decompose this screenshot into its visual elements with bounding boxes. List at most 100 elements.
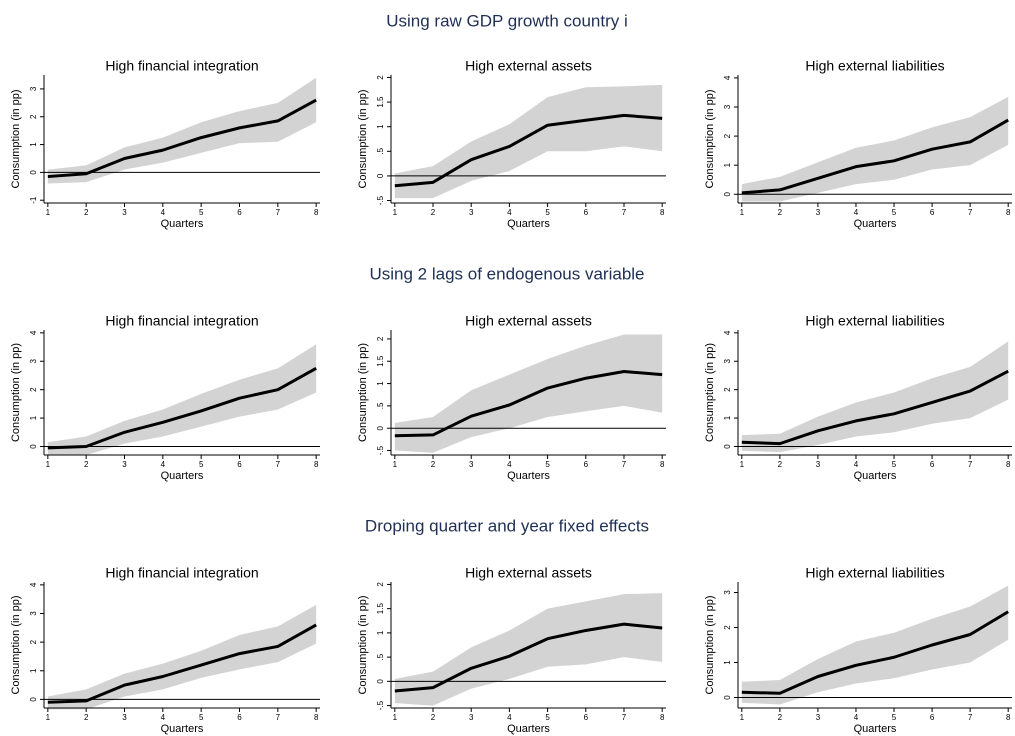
x-axis-label: Quarters [507,470,550,482]
panel-title: High financial integration [105,313,258,329]
panel-title: High financial integration [105,565,258,581]
x-tick-label: 2 [778,460,783,469]
x-tick-label: 5 [199,460,204,469]
y-tick-label: -.5 [376,445,385,455]
y-tick-label: .5 [376,653,385,660]
y-tick-label: 2 [723,133,732,138]
x-axis-label: Quarters [854,470,897,482]
y-tick-label: 1.5 [376,355,385,367]
section-title: Droping quarter and year fixed effects [365,516,649,535]
y-axis-label: Consumption (in pp) [704,343,716,442]
y-axis-label: Consumption (in pp) [704,595,716,694]
y-tick-label: 2 [29,114,38,119]
y-tick-label: 4 [29,330,38,335]
x-tick-label: 6 [584,460,589,469]
x-tick-label: 1 [393,460,398,469]
y-tick-label: 3 [723,358,732,363]
x-tick-label: 5 [545,713,550,722]
x-tick-label: 3 [816,208,821,217]
x-tick-label: 5 [545,208,550,217]
y-tick-label: 0 [29,444,38,449]
x-tick-label: 3 [816,460,821,469]
y-tick-label: 0 [723,191,732,196]
x-tick-label: 7 [968,460,973,469]
y-tick-label: 1 [29,415,38,420]
x-tick-label: 3 [122,208,127,217]
x-tick-label: 4 [507,208,512,217]
x-tick-label: 4 [854,208,859,217]
confidence-band [741,96,1009,202]
x-tick-label: 3 [469,713,474,722]
x-tick-label: 5 [892,208,897,217]
y-tick-label: 1 [376,630,385,635]
x-tick-label: 4 [161,460,166,469]
panel-title: High external liabilities [805,58,944,74]
y-tick-label: 2 [723,625,732,630]
x-tick-label: 6 [930,460,935,469]
y-tick-label: 0 [376,173,385,178]
x-tick-label: 7 [968,713,973,722]
y-tick-label: 3 [29,611,38,616]
x-tick-label: 8 [1006,713,1011,722]
x-tick-label: 4 [507,460,512,469]
x-tick-label: 2 [84,713,89,722]
y-tick-label: 3 [29,86,38,91]
y-tick-label: 3 [29,358,38,363]
y-tick-label: 1 [723,660,732,665]
x-tick-label: 1 [46,460,51,469]
y-tick-label: 2 [376,75,385,80]
y-tick-label: 1 [376,381,385,386]
line [394,622,663,693]
y-tick-label: 0 [723,695,732,700]
line [47,623,317,704]
y-tick-label: 0 [29,170,38,175]
x-axis-label: Quarters [854,218,897,230]
panel-title: High financial integration [105,58,258,74]
x-tick-label: 3 [469,208,474,217]
y-axis-label: Consumption (in pp) [704,89,716,188]
confidence-band [47,77,317,184]
x-axis-label: Quarters [507,218,550,230]
line [394,370,663,438]
x-tick-label: 2 [431,713,436,722]
x-axis-label: Quarters [161,218,204,230]
x-tick-label: 4 [161,713,166,722]
x-tick-label: 5 [892,460,897,469]
x-tick-label: 4 [854,713,859,722]
confidence-band [47,344,317,455]
x-tick-label: 1 [393,713,398,722]
x-tick-label: 5 [199,208,204,217]
y-tick-label: 0 [376,425,385,430]
y-axis-label: Consumption (in pp) [357,343,369,442]
x-tick-label: 1 [46,208,51,217]
x-tick-label: 5 [545,460,550,469]
x-tick-label: 6 [237,713,242,722]
x-tick-label: 1 [393,208,398,217]
x-tick-label: 8 [660,208,665,217]
y-tick-label: -.5 [376,700,385,710]
x-tick-label: 2 [778,208,783,217]
y-tick-label: 4 [29,582,38,587]
y-tick-label: 3 [723,104,732,109]
x-tick-label: 3 [122,713,127,722]
y-axis-label: Consumption (in pp) [10,595,22,694]
y-tick-label: 1 [723,415,732,420]
y-tick-label: 1 [376,124,385,129]
y-tick-label: 1 [29,142,38,147]
x-tick-label: 7 [622,713,627,722]
x-tick-label: 6 [930,713,935,722]
x-axis-label: Quarters [161,470,204,482]
panel-title: High external assets [465,565,592,581]
y-axis-label: Consumption (in pp) [10,343,22,442]
line [47,367,317,450]
x-tick-label: 2 [84,208,89,217]
x-tick-label: 7 [622,460,627,469]
panel-title: High external assets [465,58,592,74]
x-tick-label: 2 [431,460,436,469]
x-tick-label: 6 [584,713,589,722]
x-tick-label: 1 [740,713,745,722]
confidence-band [394,334,663,453]
y-tick-label: 2 [723,387,732,392]
x-tick-label: 2 [431,208,436,217]
